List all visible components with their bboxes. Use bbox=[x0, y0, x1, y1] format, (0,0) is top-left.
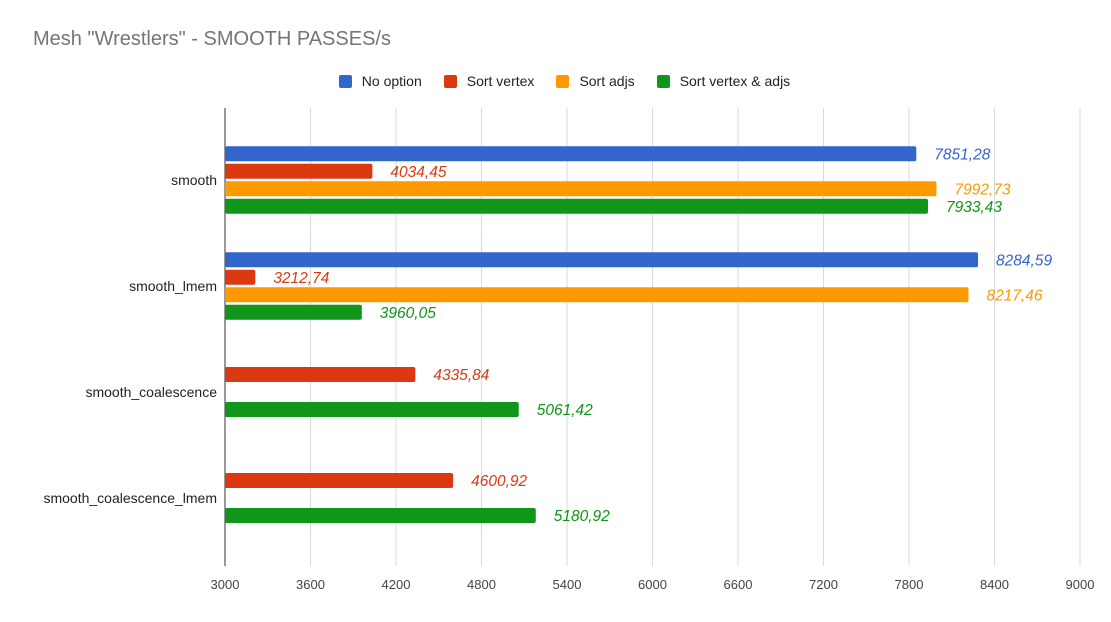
legend: No option Sort vertex Sort adjs Sort ver… bbox=[0, 71, 1111, 91]
category-label: smooth_lmem bbox=[129, 278, 217, 294]
data-label: 4034,45 bbox=[390, 164, 446, 181]
legend-swatch-sort-vertex-adjs bbox=[656, 74, 670, 88]
bar bbox=[225, 163, 373, 179]
data-label: 3212,74 bbox=[273, 270, 329, 287]
x-tick-label: 4200 bbox=[382, 577, 411, 592]
bar bbox=[225, 402, 519, 417]
legend-swatch-no-option bbox=[338, 74, 352, 88]
data-label: 8217,46 bbox=[986, 287, 1042, 304]
x-tick-label: 3600 bbox=[296, 577, 325, 592]
chart-title: Mesh "Wrestlers" - SMOOTH PASSES/s bbox=[33, 28, 391, 50]
bar bbox=[225, 367, 416, 382]
bar bbox=[225, 287, 969, 303]
bar bbox=[225, 304, 362, 320]
x-tick-label: 8400 bbox=[980, 577, 1009, 592]
bar bbox=[225, 473, 454, 488]
data-label: 5061,42 bbox=[537, 402, 593, 419]
data-label: 7933,43 bbox=[946, 199, 1002, 216]
x-tick-label: 3000 bbox=[211, 577, 240, 592]
x-tick-label: 7200 bbox=[809, 577, 838, 592]
legend-item-sort-vertex-adjs[interactable]: Sort vertex & adjs bbox=[656, 73, 791, 89]
legend-swatch-sort-vertex bbox=[443, 74, 457, 88]
data-label: 4600,92 bbox=[471, 473, 527, 490]
x-tick-label: 5400 bbox=[553, 577, 582, 592]
x-tick-label: 6000 bbox=[638, 577, 667, 592]
bar bbox=[225, 252, 979, 268]
category-label: smooth bbox=[171, 172, 217, 188]
category-label: smooth_coalescence bbox=[85, 384, 217, 400]
x-tick-label: 9000 bbox=[1066, 577, 1095, 592]
bar bbox=[225, 198, 929, 214]
legend-label-sort-vertex: Sort vertex bbox=[466, 73, 535, 89]
bar bbox=[225, 146, 917, 162]
legend-item-no-option[interactable]: No option bbox=[338, 73, 422, 89]
legend-item-sort-vertex[interactable]: Sort vertex bbox=[443, 73, 535, 89]
data-label: 7992,73 bbox=[954, 181, 1010, 198]
legend-label-sort-adjs: Sort adjs bbox=[579, 73, 635, 89]
data-label: 8284,59 bbox=[996, 252, 1052, 269]
legend-label-sort-vertex-adjs: Sort vertex & adjs bbox=[679, 73, 791, 89]
legend-item-sort-adjs[interactable]: Sort adjs bbox=[556, 73, 635, 89]
data-label: 7851,28 bbox=[934, 146, 990, 163]
legend-label-no-option: No option bbox=[361, 73, 422, 89]
bar bbox=[225, 181, 937, 197]
x-tick-label: 4800 bbox=[467, 577, 496, 592]
bar bbox=[225, 508, 536, 523]
data-label: 4335,84 bbox=[433, 367, 489, 384]
bar bbox=[225, 269, 256, 285]
data-label: 5180,92 bbox=[554, 508, 610, 525]
x-tick-label: 6600 bbox=[724, 577, 753, 592]
x-tick-label: 7800 bbox=[895, 577, 924, 592]
category-label: smooth_coalescence_lmem bbox=[43, 490, 217, 506]
legend-swatch-sort-adjs bbox=[556, 74, 570, 88]
data-label: 3960,05 bbox=[380, 305, 436, 322]
